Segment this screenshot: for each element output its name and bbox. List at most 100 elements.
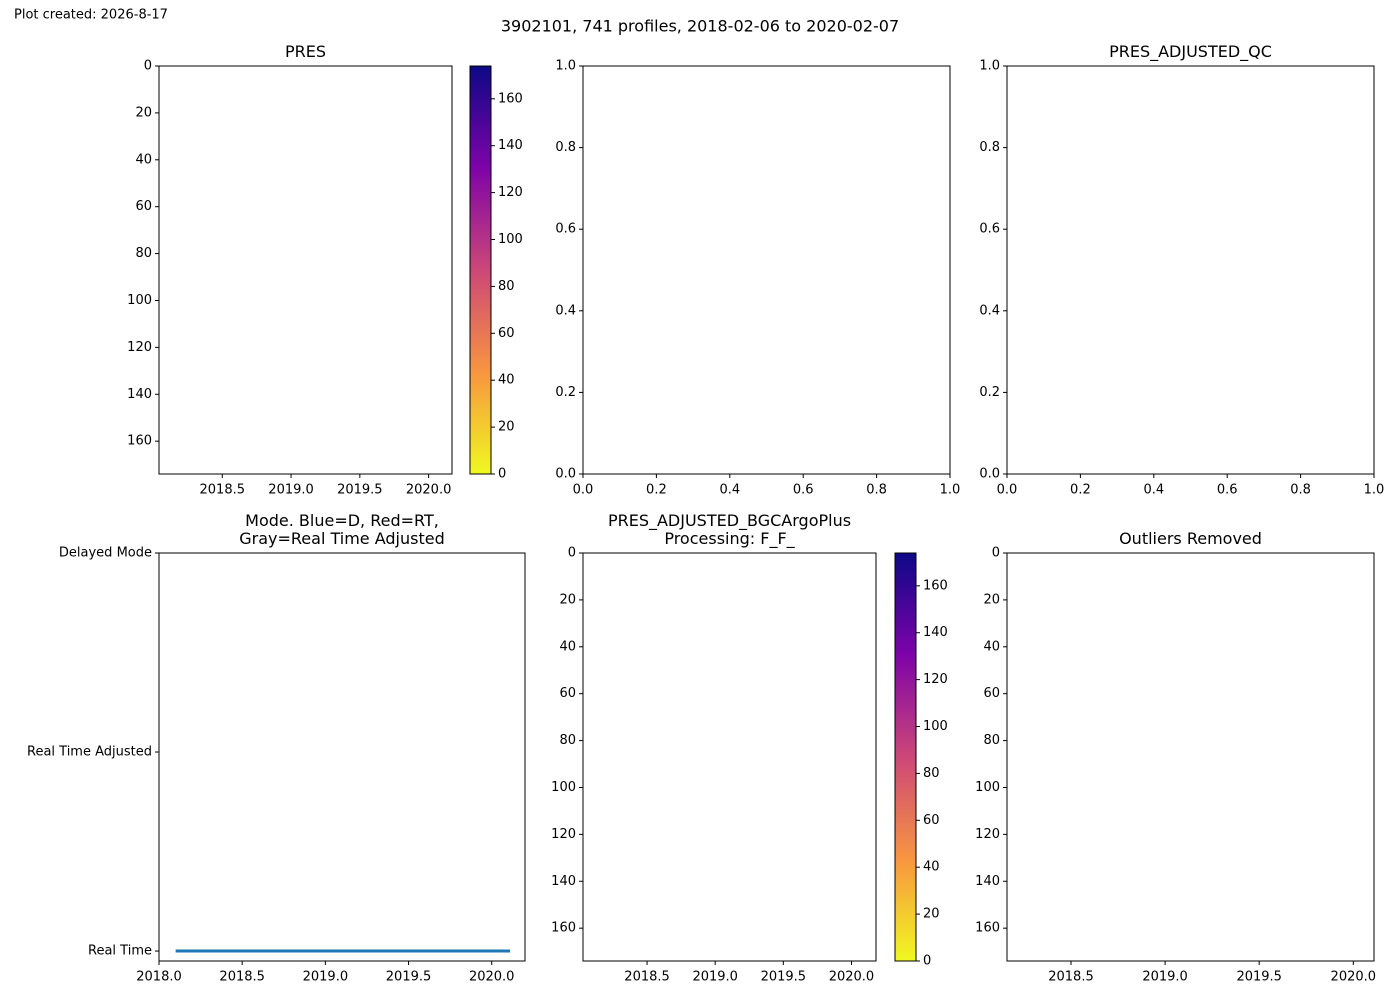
y-tick-label: 0.8: [555, 140, 576, 155]
colorbar-tick-label: 80: [498, 279, 515, 294]
subplot-title: PRES_ADJUSTED_BGCArgoPlus Processing: F_…: [607, 511, 852, 548]
x-tick-label: 0.8: [1290, 483, 1311, 498]
axes-frame: [158, 65, 453, 475]
x-tick-label: 1.0: [940, 483, 961, 498]
colorbar-tick-label: 120: [498, 185, 523, 200]
y-tick-label: 40: [559, 639, 576, 654]
y-tick-label: 140: [127, 387, 152, 402]
x-tick-label: 0.0: [573, 483, 594, 498]
subplot-title: PRES: [284, 42, 327, 61]
colorbar-tick-label: 160: [498, 91, 523, 106]
y-tick-label: 80: [135, 246, 152, 261]
colorbar-tick-label: 0: [498, 467, 506, 482]
y-tick-label: 120: [551, 827, 576, 842]
y-tick-label: 100: [127, 293, 152, 308]
colorbar: [894, 552, 917, 962]
y-tick-label: 120: [127, 340, 152, 355]
colorbar-tick-label: 20: [923, 907, 940, 922]
colorbar: [469, 65, 492, 475]
y-tick-label: 40: [135, 152, 152, 167]
y-tick-label: 20: [983, 592, 1000, 607]
y-tick-label: 0.4: [979, 303, 1000, 318]
x-tick-label: 0.0: [997, 483, 1018, 498]
y-tick-label: 80: [983, 733, 1000, 748]
subplot-title: Mode. Blue=D, Red=RT, Gray=Real Time Adj…: [239, 511, 445, 548]
axes-frame: [582, 552, 877, 962]
y-tick-label: 60: [559, 686, 576, 701]
x-tick-label: 1.0: [1364, 483, 1385, 498]
colorbar-tick-label: 160: [923, 578, 948, 593]
figure-title: 3902101, 741 profiles, 2018-02-06 to 202…: [501, 17, 899, 36]
x-tick-label: 0.4: [719, 483, 740, 498]
y-tick-label: 160: [127, 434, 152, 449]
x-tick-label: 2019.0: [303, 970, 349, 985]
axes-frame: [158, 552, 526, 962]
colorbar-tick-label: 100: [923, 719, 948, 734]
y-tick-label: 0.6: [555, 222, 576, 237]
x-tick-label: 0.6: [1217, 483, 1238, 498]
y-tick-label: 0.0: [555, 467, 576, 482]
y-tick-label: 20: [135, 105, 152, 120]
axes-frame: [1006, 552, 1375, 962]
y-tick-label: 160: [975, 921, 1000, 936]
y-tick-label: 0.0: [979, 467, 1000, 482]
y-tick-label: 1.0: [979, 59, 1000, 74]
created-note: Plot created: 2026-8-17: [14, 8, 168, 23]
x-tick-label: 2018.5: [1048, 970, 1094, 985]
x-tick-label: 2020.0: [469, 970, 515, 985]
colorbar-tick-label: 100: [498, 232, 523, 247]
x-tick-label: 2018.0: [136, 970, 182, 985]
x-tick-label: 2020.0: [1331, 970, 1377, 985]
y-tick-label: 60: [135, 199, 152, 214]
x-tick-label: 0.2: [646, 483, 667, 498]
y-tick-label: 100: [551, 780, 576, 795]
y-tick-label: 0: [568, 546, 576, 561]
x-tick-label: 0.6: [793, 483, 814, 498]
y-tick-label: 20: [559, 592, 576, 607]
colorbar-tick-label: 20: [498, 420, 515, 435]
x-tick-label: 2020.0: [406, 483, 452, 498]
y-tick-label: 0.2: [979, 385, 1000, 400]
x-tick-label: 2019.5: [1236, 970, 1282, 985]
y-tick-label: 80: [559, 733, 576, 748]
x-tick-label: 2019.5: [386, 970, 432, 985]
y-tick-label: 0: [992, 546, 1000, 561]
y-tick-label: 140: [551, 874, 576, 889]
y-tick-label: 40: [983, 639, 1000, 654]
colorbar-tick-label: 120: [923, 672, 948, 687]
y-tick-label: 120: [975, 827, 1000, 842]
y-tick-label: 0.4: [555, 303, 576, 318]
colorbar-tick-label: 60: [923, 813, 940, 828]
y-tick-label: 0.2: [555, 385, 576, 400]
colorbar-tick-label: 0: [923, 954, 931, 969]
y-tick-label: Real Time Adjusted: [27, 745, 152, 760]
y-tick-label: 0: [144, 59, 152, 74]
y-tick-label: 140: [975, 874, 1000, 889]
x-tick-label: 2019.0: [268, 483, 314, 498]
x-tick-label: 2019.5: [337, 483, 383, 498]
axes-frame: [1006, 65, 1375, 475]
y-tick-label: 1.0: [555, 59, 576, 74]
y-tick-label: Delayed Mode: [59, 546, 152, 561]
y-tick-label: 0.6: [979, 222, 1000, 237]
x-tick-label: 0.8: [866, 483, 887, 498]
x-tick-label: 2018.5: [200, 483, 246, 498]
y-tick-label: 0.8: [979, 140, 1000, 155]
x-tick-label: 2019.0: [1142, 970, 1188, 985]
colorbar-tick-label: 140: [498, 138, 523, 153]
colorbar-tick-label: 40: [498, 373, 515, 388]
x-tick-label: 2018.5: [219, 970, 265, 985]
x-tick-label: 2019.0: [692, 970, 738, 985]
y-tick-label: 100: [975, 780, 1000, 795]
x-tick-label: 2020.0: [829, 970, 875, 985]
subplot-title: PRES_ADJUSTED_QC: [1109, 42, 1272, 61]
x-tick-label: 0.2: [1070, 483, 1091, 498]
colorbar-tick-label: 40: [923, 860, 940, 875]
y-tick-label: 60: [983, 686, 1000, 701]
axes-frame: [582, 65, 951, 475]
colorbar-tick-label: 60: [498, 326, 515, 341]
y-tick-label: Real Time: [88, 944, 152, 959]
x-tick-label: 2019.5: [761, 970, 807, 985]
